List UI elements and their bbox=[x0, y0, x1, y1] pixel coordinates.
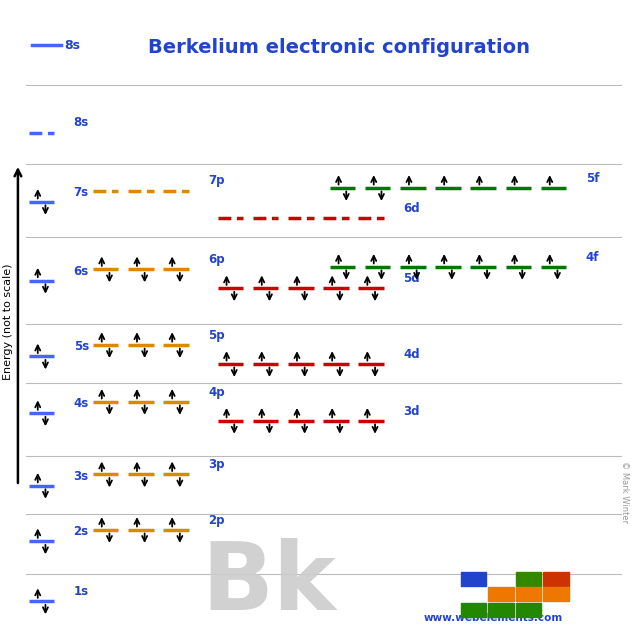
Text: 8s: 8s bbox=[64, 39, 80, 52]
Text: 6p: 6p bbox=[208, 253, 225, 266]
Text: 5d: 5d bbox=[403, 272, 420, 285]
Text: www.webelements.com: www.webelements.com bbox=[423, 613, 563, 623]
Bar bbox=[516, 572, 541, 586]
Text: 8s: 8s bbox=[74, 116, 89, 129]
Text: © Mark Winter: © Mark Winter bbox=[620, 461, 628, 524]
Text: 3p: 3p bbox=[208, 458, 225, 471]
Text: 6s: 6s bbox=[74, 264, 89, 278]
Text: Berkelium electronic configuration: Berkelium electronic configuration bbox=[148, 38, 530, 57]
Bar bbox=[488, 588, 514, 602]
Text: 4s: 4s bbox=[74, 397, 89, 410]
Bar bbox=[488, 603, 514, 617]
Text: 1s: 1s bbox=[74, 585, 89, 598]
Text: 2s: 2s bbox=[74, 525, 89, 538]
Bar bbox=[461, 603, 486, 617]
Text: 4f: 4f bbox=[586, 251, 599, 264]
Text: 6d: 6d bbox=[403, 202, 420, 214]
Bar bbox=[516, 588, 541, 602]
Text: 2p: 2p bbox=[208, 514, 225, 527]
Text: Energy (not to scale): Energy (not to scale) bbox=[3, 264, 13, 380]
Bar bbox=[461, 572, 486, 586]
Text: 4d: 4d bbox=[403, 348, 420, 361]
Text: 3d: 3d bbox=[403, 404, 420, 418]
Text: 4p: 4p bbox=[208, 386, 225, 399]
Text: 7p: 7p bbox=[208, 174, 225, 188]
Bar bbox=[543, 588, 569, 602]
Text: 5p: 5p bbox=[208, 329, 225, 342]
Text: Bk: Bk bbox=[202, 538, 336, 630]
Bar bbox=[543, 572, 569, 586]
Text: 5s: 5s bbox=[74, 340, 89, 353]
Text: 5f: 5f bbox=[586, 172, 599, 185]
Bar bbox=[516, 603, 541, 617]
Text: 3s: 3s bbox=[74, 470, 89, 483]
Text: 7s: 7s bbox=[74, 186, 89, 199]
